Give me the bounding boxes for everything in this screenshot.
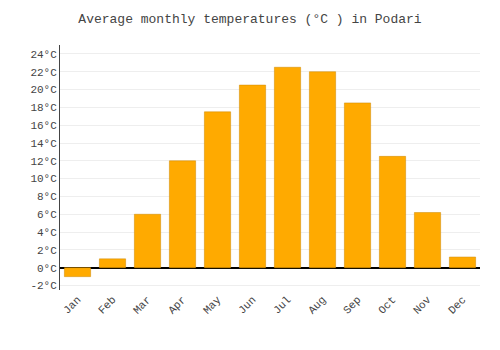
svg-text:8°C: 8°C <box>37 191 57 203</box>
svg-text:2°C: 2°C <box>37 245 57 257</box>
svg-text:6°C: 6°C <box>37 209 57 221</box>
svg-text:Aug: Aug <box>306 294 328 316</box>
svg-text:Sep: Sep <box>341 294 363 316</box>
svg-text:Average monthly temperatures (: Average monthly temperatures (°C ) in Po… <box>78 12 421 27</box>
svg-text:Mar: Mar <box>131 294 153 316</box>
svg-text:Oct: Oct <box>376 294 398 316</box>
svg-text:18°C: 18°C <box>30 102 57 114</box>
svg-text:Apr: Apr <box>166 294 188 316</box>
svg-text:10°C: 10°C <box>30 173 57 185</box>
svg-text:May: May <box>201 294 224 317</box>
svg-text:Nov: Nov <box>411 294 434 317</box>
svg-text:Jul: Jul <box>271 294 293 316</box>
svg-text:0°C: 0°C <box>37 263 57 275</box>
svg-text:20°C: 20°C <box>30 84 57 96</box>
svg-text:Jan: Jan <box>61 294 83 316</box>
svg-text:14°C: 14°C <box>30 138 57 150</box>
svg-text:12°C: 12°C <box>30 156 57 168</box>
svg-text:-2°C: -2°C <box>30 280 57 292</box>
svg-text:Jun: Jun <box>236 294 258 316</box>
svg-text:22°C: 22°C <box>30 67 57 79</box>
svg-text:24°C: 24°C <box>30 49 57 61</box>
svg-text:Feb: Feb <box>96 294 118 316</box>
svg-text:16°C: 16°C <box>30 120 57 132</box>
svg-text:4°C: 4°C <box>37 227 57 239</box>
svg-text:Dec: Dec <box>446 294 468 316</box>
